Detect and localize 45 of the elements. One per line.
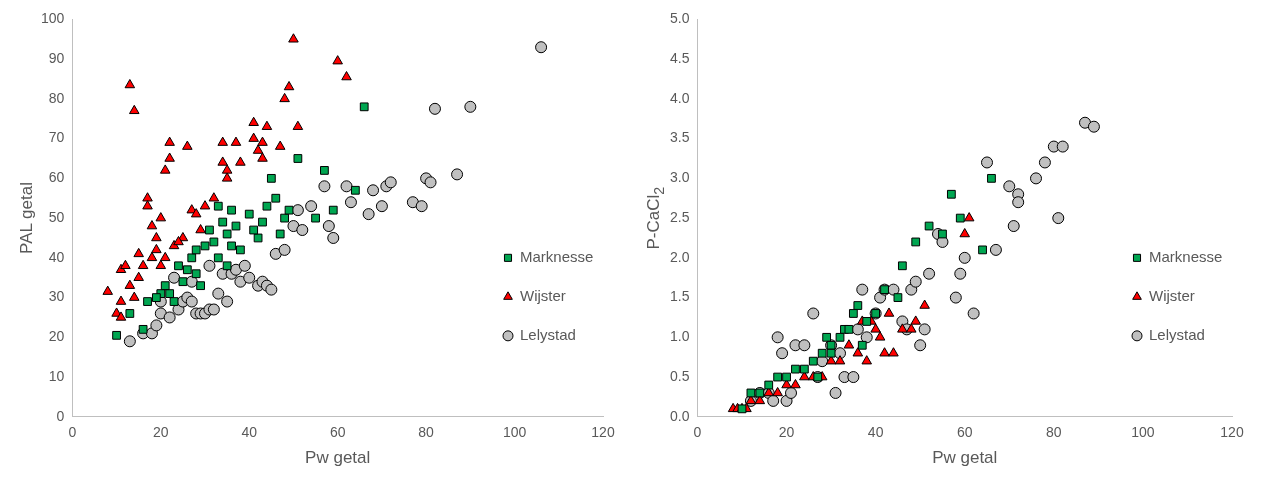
y-tick-label: 4.0 xyxy=(669,89,690,106)
x-axis-title: Pw getal xyxy=(305,448,371,468)
y-tick-label: 30 xyxy=(48,288,65,305)
legend-label: Marknesse xyxy=(1148,247,1222,265)
y-tick-label: 70 xyxy=(48,129,65,146)
legend-label: Marknesse xyxy=(520,247,594,265)
y-tick-label: 4.5 xyxy=(669,50,690,66)
y-tick-label: 80 xyxy=(48,89,65,106)
x-axis-title: Pw getal xyxy=(931,448,997,468)
y-tick-label: 60 xyxy=(48,169,65,186)
x-tick-label: 20 xyxy=(778,424,795,441)
x-tick-label: 40 xyxy=(241,424,258,441)
x-tick-label: 120 xyxy=(591,424,615,441)
y-tick-label: 0 xyxy=(56,407,65,424)
x-tick-label: 0 xyxy=(68,424,77,441)
x-tick-label: 80 xyxy=(1045,424,1062,441)
y-tick-label: 2.0 xyxy=(669,248,690,265)
legend-label: Wijster xyxy=(1148,286,1195,304)
x-tick-label: 0 xyxy=(693,424,702,441)
y-tick-label: 2.5 xyxy=(669,208,690,225)
legend-label: Lelystad xyxy=(520,325,576,343)
y-tick-label: 0.0 xyxy=(669,407,690,424)
y-tick-label: 50 xyxy=(48,208,65,225)
y-tick-label: 90 xyxy=(48,50,65,66)
y-axis-title: PAL getal xyxy=(17,182,37,254)
y-tick-label: 1.0 xyxy=(669,328,690,345)
y-tick-label: 3.0 xyxy=(669,169,690,186)
x-tick-label: 60 xyxy=(956,424,973,441)
x-tick-label: 100 xyxy=(502,424,527,441)
y-tick-label: 10 xyxy=(48,367,65,384)
y-tick-label: 100 xyxy=(41,10,65,27)
x-tick-label: 20 xyxy=(153,424,169,441)
y-tick-label: 40 xyxy=(48,248,65,265)
y-tick-label: 5.0 xyxy=(669,10,690,27)
x-tick-label: 60 xyxy=(329,424,346,441)
x-tick-label: 100 xyxy=(1130,424,1155,441)
y-tick-label: 20 xyxy=(48,328,65,345)
x-tick-label: 80 xyxy=(418,424,435,441)
y-tick-label: 1.5 xyxy=(669,288,690,305)
x-tick-label: 40 xyxy=(867,424,884,441)
y-tick-label: 0.5 xyxy=(669,367,690,384)
x-tick-label: 120 xyxy=(1219,424,1244,441)
y-tick-label: 3.5 xyxy=(669,129,690,146)
legend-label: Wijster xyxy=(520,286,566,304)
legend-label: Lelystad xyxy=(1148,325,1205,343)
